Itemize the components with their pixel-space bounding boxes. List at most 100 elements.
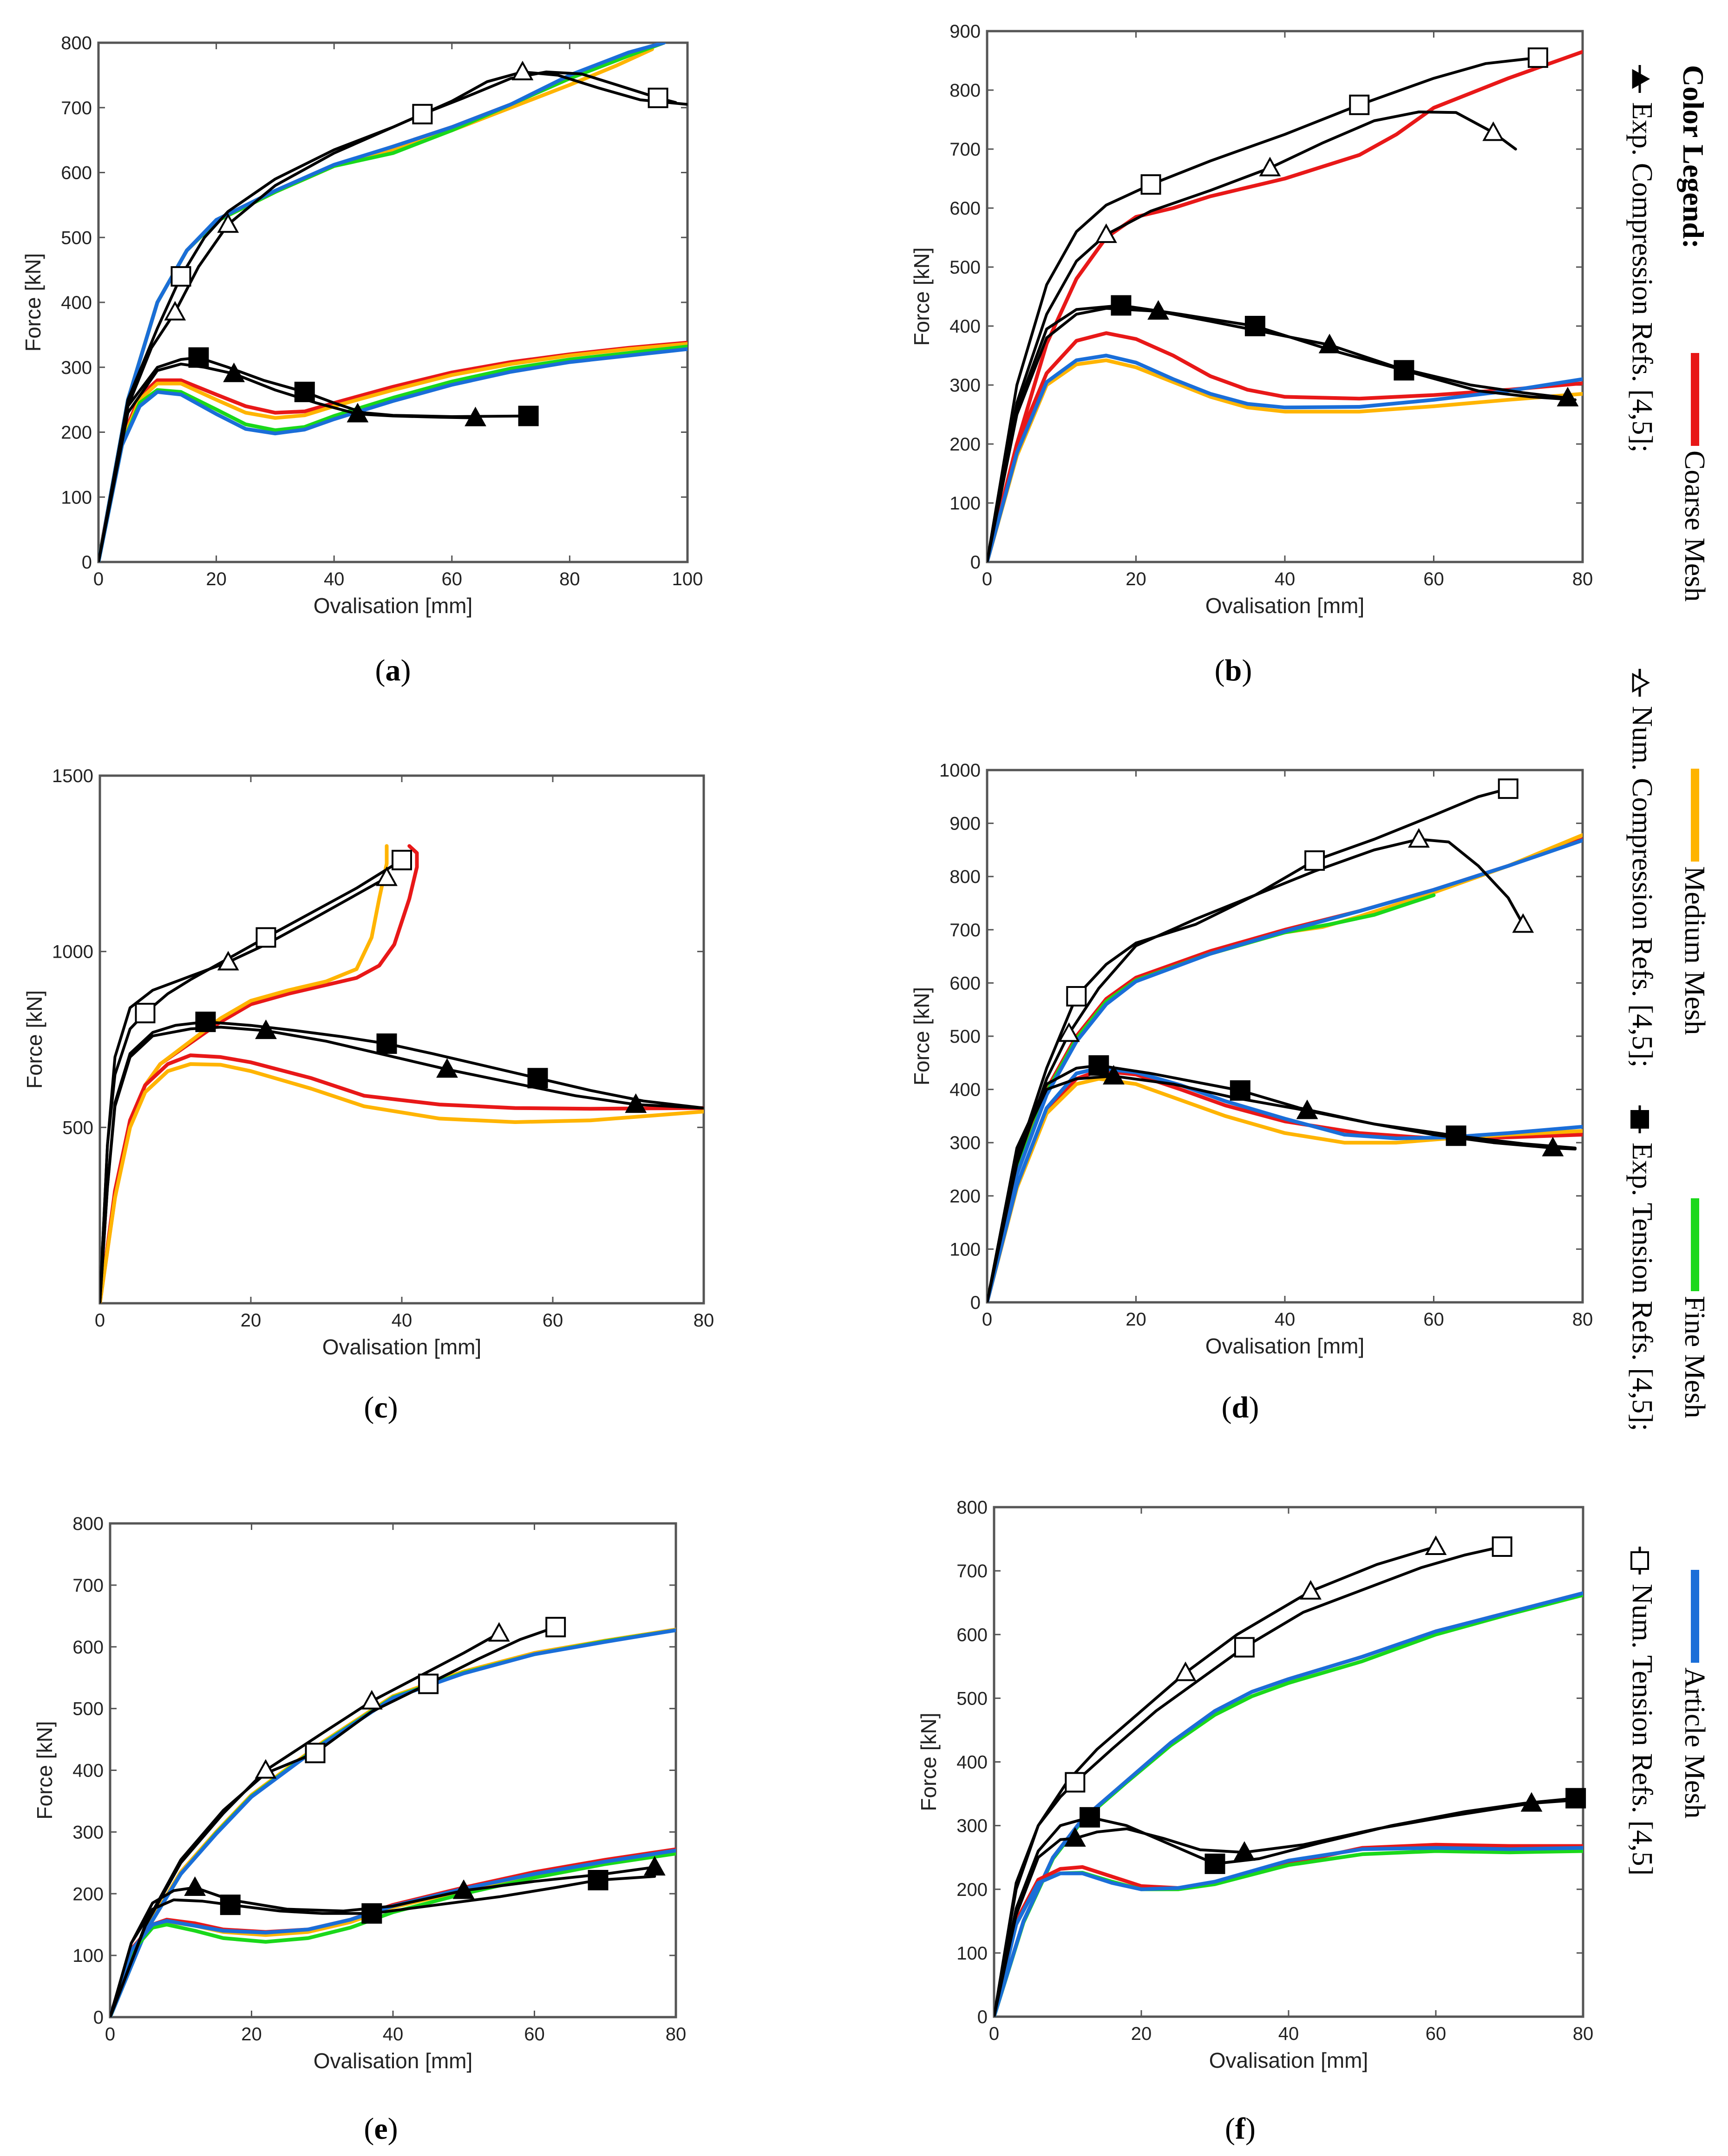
series-num-tension — [987, 787, 1510, 1302]
marker-num-compression — [1512, 913, 1534, 933]
y-tick-label: 700 — [72, 1575, 104, 1596]
series-medium-mesh-tension — [100, 1062, 704, 1303]
series-exp-tension — [987, 304, 1577, 562]
legend-marker-label: Exp. Compression Refs. [4,5]; — [1626, 102, 1658, 452]
marker-exp-tension — [376, 1033, 397, 1054]
marker-num-tension — [1492, 1536, 1512, 1557]
y-tick-label: 600 — [949, 198, 981, 219]
marker-exp-tension — [1080, 1807, 1100, 1828]
marker-num-tension — [255, 927, 276, 948]
marker-num-tension — [1234, 1637, 1255, 1658]
series-fine-mesh-tension — [110, 1851, 676, 2017]
marker-num-tension — [1349, 94, 1370, 115]
panel-label: (d) — [1222, 1391, 1259, 1424]
y-tick-label: 0 — [977, 2007, 988, 2027]
marker-num-tension — [1066, 986, 1087, 1007]
y-axis-label: Force [kN] — [22, 990, 46, 1089]
x-axis-label: Ovalisation [mm] — [1209, 2048, 1368, 2072]
marker-num-compression — [1259, 157, 1281, 176]
y-tick-label: 500 — [61, 228, 92, 248]
plot-frame — [986, 769, 1584, 1304]
marker-num-compression — [488, 1622, 510, 1642]
panel-label: (f) — [1225, 2112, 1256, 2146]
marker-exp-tension — [1244, 316, 1265, 336]
x-axis-label: Ovalisation [mm] — [322, 1335, 482, 1359]
x-tick-label: 40 — [1275, 569, 1296, 589]
panel-f: 0 20 40 60 800100200300400500600700800Ovalis… — [916, 1497, 1593, 2146]
marker-exp-tension — [1565, 1788, 1586, 1809]
marker-exp-compression — [452, 1879, 475, 1899]
legend-title: Color Legend: — [1677, 65, 1710, 248]
series-group — [110, 1626, 676, 2017]
marker-num-tension — [1498, 778, 1519, 799]
legend-marker-label: Exp. Tension Refs. [4,5]; — [1626, 1143, 1658, 1431]
marker-exp-tension — [1088, 1055, 1109, 1076]
y-tick-label: 800 — [61, 33, 92, 53]
y-tick-label: 200 — [72, 1884, 104, 1904]
x-tick-label: 40 — [1275, 1309, 1296, 1330]
y-tick-label: 100 — [72, 1946, 104, 1966]
legend-marker-label: Num. Tension Refs. [4,5] — [1626, 1584, 1658, 1875]
plot-frame — [986, 30, 1584, 563]
series-article-mesh-tension — [98, 347, 687, 562]
y-tick-label: 0 — [970, 1293, 981, 1313]
x-axis-label: Ovalisation [mm] — [1205, 594, 1365, 618]
series-group — [994, 1545, 1583, 2017]
marker-exp-compression — [1542, 1137, 1564, 1156]
marker-num-compression — [1482, 121, 1505, 141]
x-tick-label: 0 — [989, 2024, 999, 2044]
y-tick-label: 700 — [956, 1561, 988, 1581]
marker-exp-compression — [255, 1019, 277, 1039]
marker-exp-compression — [1296, 1099, 1318, 1119]
marker-exp-tension — [361, 1903, 382, 1924]
y-tick-label: 600 — [949, 973, 981, 993]
marker-exp-compression — [643, 1855, 666, 1876]
x-tick-label: 40 — [392, 1310, 412, 1331]
marker-exp-tension — [588, 1870, 609, 1891]
marker-num-compression — [164, 301, 186, 320]
legend-label-coarse-mesh: Coarse Mesh — [1679, 451, 1710, 601]
marker-exp-compression — [1064, 1827, 1086, 1847]
legend-label-article-mesh: Article Mesh — [1679, 1667, 1710, 1818]
legend-swatch-medium-mesh — [1691, 769, 1699, 862]
marker-num-compression — [255, 1759, 277, 1779]
legend-marker-label: Num. Compression Refs. [4,5]; — [1626, 706, 1658, 1067]
panel-a: 0 20 40 60 80 100 0 100 200 300 400 500 600 700 800 Ova… — [21, 33, 703, 687]
marker-exp-compression — [436, 1058, 458, 1078]
marker-num-compression — [1058, 1022, 1080, 1042]
panel-label: (a) — [375, 653, 411, 687]
marker-num-compression — [217, 213, 239, 233]
y-tick-label: 600 — [72, 1637, 104, 1658]
y-tick-label: 300 — [72, 1822, 104, 1842]
marker-num-compression — [376, 866, 398, 886]
series-num-tension — [98, 70, 677, 562]
legend-marker-open-triangle — [1632, 673, 1650, 693]
series-coarse-mesh-tension — [987, 331, 1583, 562]
marker-num-compression — [1425, 1535, 1447, 1555]
panel-d: 0 20 40 60 800100200300400500600700800900100… — [910, 760, 1593, 1424]
panel-b: 0 20 40 60 800100200300400500600700800900Ova… — [910, 21, 1593, 687]
marker-num-compression — [360, 1690, 383, 1710]
y-tick-label: 400 — [956, 1752, 988, 1773]
x-tick-label: 20 — [206, 569, 227, 589]
y-tick-label: 500 — [72, 1699, 104, 1719]
y-tick-label: 200 — [61, 423, 92, 443]
series-num-tension — [100, 858, 403, 1303]
panel-e: 0 20 40 60 800100200300400500600700800Ovalis… — [33, 1514, 686, 2146]
y-tick-label: 500 — [62, 1117, 93, 1138]
marker-num-tension — [1065, 1772, 1086, 1793]
marker-num-tension — [545, 1617, 566, 1638]
marker-exp-tension — [518, 405, 539, 426]
y-tick-label: 300 — [956, 1816, 988, 1836]
y-axis-label: Force [kN] — [916, 1712, 941, 1811]
y-tick-label: 700 — [61, 98, 92, 118]
y-tick-label: 500 — [949, 257, 981, 278]
series-num-tension — [994, 1545, 1504, 2017]
x-tick-label: 80 — [694, 1310, 714, 1331]
x-axis-label: Ovalisation [mm] — [314, 2049, 473, 2073]
series-article-mesh-tension — [110, 1849, 676, 2017]
y-tick-label: 300 — [61, 358, 92, 378]
marker-num-compression — [1174, 1661, 1197, 1681]
marker-num-tension — [418, 1673, 439, 1694]
series-article-mesh-tension — [987, 1066, 1583, 1302]
